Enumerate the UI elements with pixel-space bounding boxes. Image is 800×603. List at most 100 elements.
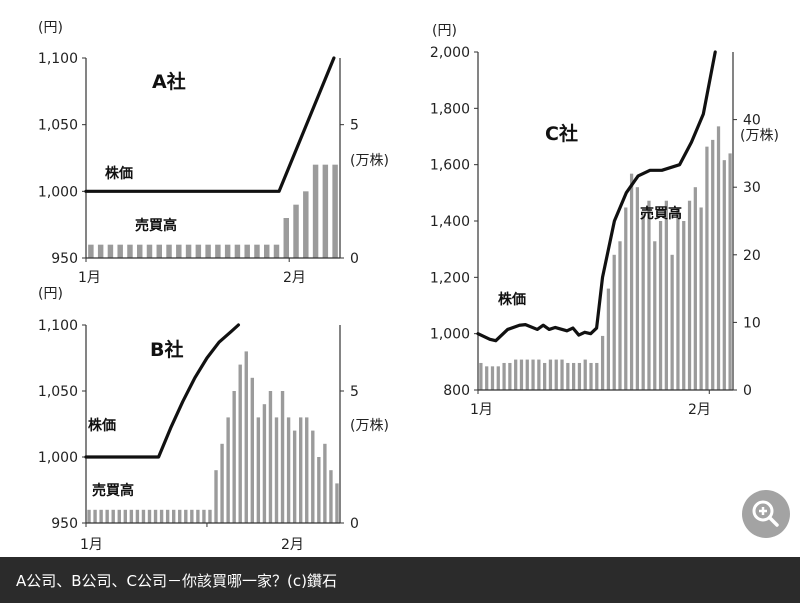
volume-bar (525, 359, 529, 390)
volume-bar (185, 244, 192, 258)
right-tick-label: 0 (350, 251, 359, 267)
volume-bar (303, 191, 309, 258)
volume-bar (256, 417, 261, 523)
volume-bar (250, 377, 255, 523)
volume-bar (146, 244, 153, 258)
volume-bar (190, 509, 194, 523)
left-tick-label: 800 (443, 383, 470, 399)
volume-bar (293, 204, 299, 258)
right-tick-label: 5 (350, 118, 359, 134)
volume-bar (156, 244, 162, 258)
volume-bar (274, 417, 279, 523)
volume-bar (322, 164, 329, 258)
volume-bar (196, 509, 200, 523)
volume-bar (728, 153, 732, 390)
volume-bar (165, 509, 170, 523)
volume-bar (531, 359, 535, 390)
volume-bar (554, 359, 558, 390)
x-tick-label: 2月 (688, 402, 711, 418)
right-tick-label: 0 (350, 516, 359, 532)
volume-bar (711, 139, 715, 390)
volume-bar (693, 187, 697, 390)
volume-bar (107, 244, 114, 258)
volume-bar (664, 200, 668, 390)
line-label: 株価 (105, 165, 133, 182)
volume-bar (159, 509, 164, 523)
volume-bar (566, 362, 570, 390)
volume-bar (105, 509, 109, 523)
volume-bar (305, 417, 309, 523)
x-tick-label: 1月 (470, 402, 493, 418)
volume-bar (205, 244, 211, 258)
volume-bar (88, 244, 94, 258)
left-unit-label: (円) (38, 286, 63, 302)
left-tick-label: 2,000 (430, 45, 470, 61)
price-line (476, 50, 717, 343)
volume-bar (283, 218, 289, 258)
volume-bar (705, 146, 709, 390)
volume-bar (647, 200, 651, 390)
left-tick-label: 950 (51, 516, 78, 532)
volume-bar (624, 207, 628, 390)
volume-bar (699, 207, 703, 390)
volume-bar (629, 173, 634, 390)
volume-bar (123, 509, 128, 523)
line-label: 株価 (88, 417, 116, 434)
right-tick-label: 0 (743, 383, 752, 399)
price-line (84, 323, 240, 459)
volume-bar (153, 509, 158, 523)
volume-bar (490, 366, 495, 390)
volume-bar (716, 126, 721, 391)
volume-bar (254, 244, 260, 258)
zoom-button[interactable] (742, 490, 790, 538)
left-tick-label: 1,800 (430, 101, 470, 117)
volume-bar (286, 417, 291, 523)
volume-bar (184, 509, 188, 523)
volume-bar (311, 430, 315, 523)
right-unit-label: (万株) (350, 153, 389, 169)
volume-bar (97, 244, 104, 258)
volume-bar (600, 335, 605, 390)
left-tick-label: 1,100 (38, 51, 78, 67)
volume-bar (577, 362, 582, 390)
bar-label: 売買高 (135, 217, 177, 234)
volume-bar (595, 362, 599, 390)
volume-bar (658, 221, 663, 390)
right-tick-label: 30 (743, 180, 761, 196)
left-tick-label: 1,200 (430, 270, 470, 286)
right-tick-label: 40 (743, 113, 761, 129)
left-tick-label: 1,000 (38, 450, 78, 466)
volume-bar (202, 509, 206, 523)
x-tick-label: 1月 (78, 270, 101, 286)
chart-panel-3: 800 1,000 1,200 1,400 1,600 1,800 2,000 0 10 20 30… (430, 23, 779, 418)
volume-bar (543, 362, 547, 390)
right-tick-label: 10 (743, 315, 761, 331)
volume-bar (208, 509, 212, 523)
volume-bar (147, 509, 152, 523)
volume-bar (317, 457, 321, 523)
volume-bar (178, 509, 182, 523)
volume-bar (195, 244, 202, 258)
volume-bar (135, 509, 140, 523)
left-tick-label: 1,600 (430, 158, 470, 174)
volume-bar (335, 483, 339, 523)
volume-bar (232, 391, 236, 523)
right-unit-label: (万株) (350, 418, 389, 434)
volume-bar (166, 244, 172, 258)
volume-bar (687, 200, 692, 390)
volume-bar (641, 214, 645, 390)
volume-bar (117, 244, 123, 258)
left-tick-label: 1,400 (430, 214, 470, 230)
panel-title: A社 (152, 70, 186, 93)
zoom-in-icon (752, 500, 779, 527)
x-tick-label: 2月 (281, 537, 304, 553)
volume-bar (238, 364, 242, 523)
left-tick-label: 1,000 (430, 327, 470, 343)
chart-figure: 950 1,000 1,050 1,100 0 5 1月 2月 (円) (万株) A社 株価 売買高 95… (38, 20, 779, 553)
volume-bar (572, 362, 576, 390)
volume-bar (496, 366, 500, 390)
volume-bar (519, 359, 524, 390)
